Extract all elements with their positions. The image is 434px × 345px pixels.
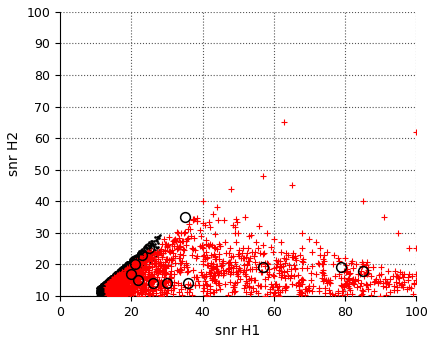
- Y-axis label: snr H2: snr H2: [7, 131, 21, 176]
- X-axis label: snr H1: snr H1: [215, 324, 260, 338]
